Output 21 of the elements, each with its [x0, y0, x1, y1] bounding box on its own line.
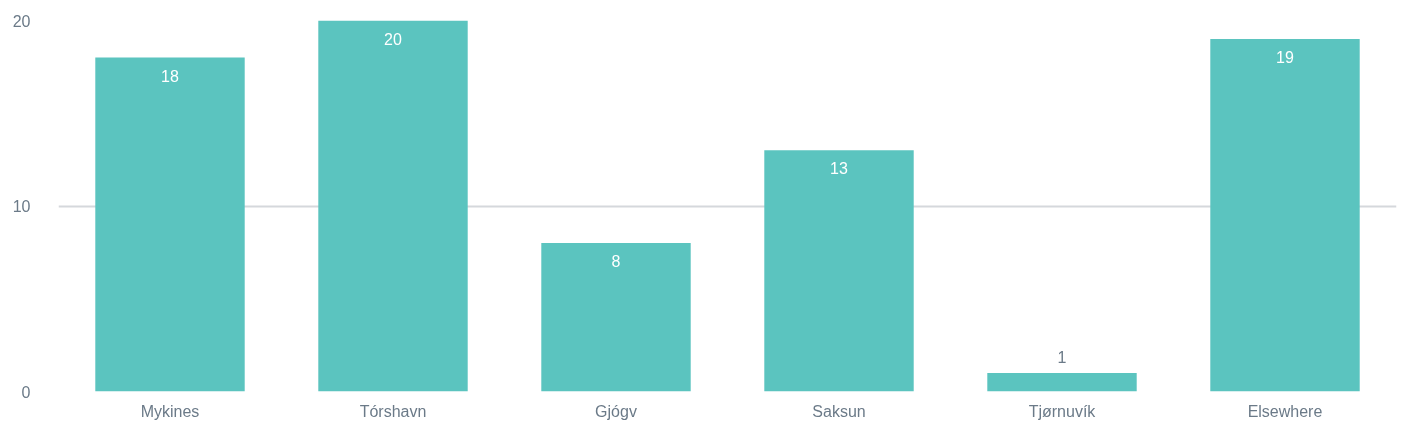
- x-tick-label: Saksun: [812, 402, 866, 420]
- data-label: 18: [161, 67, 179, 85]
- bar: [95, 57, 245, 392]
- data-label: 13: [830, 160, 848, 178]
- bar: [541, 243, 691, 392]
- y-tick-label: 20: [12, 12, 31, 30]
- data-label: 8: [611, 253, 621, 271]
- x-tick-label: Tjørnuvík: [1028, 402, 1097, 420]
- x-tick-label: Elsewhere: [1247, 402, 1323, 420]
- data-label: 1: [1057, 348, 1067, 366]
- bar: [764, 150, 914, 392]
- bar: [987, 372, 1137, 392]
- data-label: 20: [384, 30, 402, 48]
- bar: [318, 20, 468, 392]
- y-tick-label: 0: [21, 383, 31, 401]
- x-tick-label: Gjógv: [595, 402, 637, 420]
- x-tick-label: Mykines: [140, 402, 200, 420]
- y-tick-label: 10: [12, 198, 31, 215]
- bar: [1210, 39, 1360, 392]
- data-label: 19: [1276, 49, 1294, 67]
- x-tick-label: Tórshavn: [359, 402, 427, 420]
